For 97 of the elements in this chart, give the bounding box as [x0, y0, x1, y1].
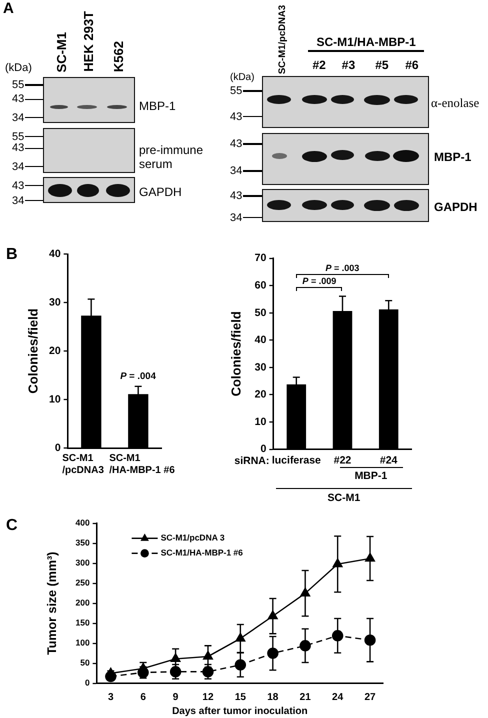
point — [268, 610, 278, 620]
text: α-enolase — [431, 96, 480, 110]
y-tick-label: 10 — [254, 416, 266, 428]
text: 43 — [230, 190, 242, 202]
text: MBP-1 — [354, 470, 388, 482]
x-tick-label: 15 — [234, 692, 246, 704]
point — [203, 650, 213, 660]
point — [364, 634, 376, 646]
y-tick-label: 300 — [76, 558, 90, 568]
x-tick-label: 9 — [172, 692, 179, 704]
text: #5 — [375, 58, 389, 72]
point — [235, 632, 246, 642]
point — [365, 552, 376, 562]
y-tick-label: 50 — [254, 306, 266, 319]
x-tick-label: 12 — [202, 692, 214, 704]
annotation: P = .009 — [302, 276, 336, 286]
text: 55 — [230, 85, 242, 97]
y-tick-label: 30 — [254, 361, 266, 374]
annotation: P = .004 — [120, 371, 156, 382]
y-tick-label: 10 — [49, 393, 61, 406]
text: 43 — [230, 138, 242, 150]
x-tick-label: 18 — [267, 692, 279, 704]
y-tick-label: 0 — [260, 443, 266, 456]
y-tick-label: 20 — [49, 344, 61, 357]
text: #6 — [405, 58, 419, 72]
y-tick-label: 20 — [254, 388, 266, 401]
text: SC-M1 — [54, 32, 70, 72]
text: 34 — [12, 112, 24, 124]
text: SC-M1/HA-MBP-1 — [316, 34, 416, 49]
legend-label: SC-M1/HA-MBP-1 #6 — [160, 548, 244, 558]
point — [234, 659, 246, 671]
text: C — [6, 517, 18, 535]
y-tick-label: 40 — [254, 334, 266, 346]
text: 43 — [12, 142, 24, 154]
text: B — [6, 246, 18, 264]
text: 55 — [12, 79, 24, 91]
x-tick-label: 27 — [364, 692, 376, 704]
x-axis-title: Days after tumor inoculation — [172, 706, 308, 717]
x-tick-label: #22 — [334, 454, 352, 466]
legend-label: SC-M1/pcDNA 3 — [160, 532, 225, 543]
y-axis-title: Colonies/field — [228, 311, 244, 396]
point — [170, 653, 181, 662]
text: 34 — [12, 160, 24, 172]
text: SC-M1/pcDNA3 — [277, 5, 288, 74]
text: GAPDH — [139, 185, 182, 199]
text: K562 — [110, 41, 126, 72]
text: HEK 293T — [80, 11, 96, 72]
y-axis-title: Tumor size (mm³) — [44, 552, 59, 655]
text: GAPDH — [434, 200, 478, 214]
point — [202, 666, 214, 678]
text: #2 — [312, 58, 326, 72]
point — [300, 588, 310, 596]
y-tick-label: 200 — [76, 598, 90, 608]
text: 43 — [12, 93, 24, 106]
y-tick-label: 70 — [254, 252, 266, 264]
x-tick-label: SC-M1 /HA-MBP-1 #6 — [109, 452, 176, 476]
annotation: P = .003 — [326, 262, 360, 273]
text: SC-M1 — [328, 492, 360, 504]
point — [300, 640, 311, 652]
point — [267, 648, 278, 659]
x-tick-label: SC-M1 /pcDNA3 — [62, 452, 104, 476]
x-tick-label: 3 — [108, 692, 114, 704]
text: #3 — [342, 58, 356, 72]
text: siRNA: — [234, 455, 270, 468]
y-tick-label: 250 — [76, 578, 90, 588]
y-tick-label: 400 — [76, 518, 90, 528]
point — [138, 662, 148, 672]
x-tick-label: luciferase — [272, 454, 322, 466]
text: MBP-1 — [139, 99, 176, 113]
text: 43 — [12, 180, 24, 192]
x-tick-label: 24 — [332, 692, 344, 704]
text: (kDa) — [5, 62, 32, 74]
text: pre-immune serum — [139, 143, 204, 171]
text: 34 — [230, 165, 242, 177]
text: 43 — [230, 110, 242, 122]
y-tick-label: 30 — [49, 296, 61, 308]
x-tick-label: 21 — [300, 692, 312, 704]
y-tick-label: 0 — [84, 678, 90, 688]
y-tick-label: 100 — [76, 638, 90, 648]
point — [332, 630, 344, 642]
y-tick-label: 50 — [80, 658, 90, 668]
y-tick-label: 150 — [76, 618, 90, 628]
point — [170, 666, 182, 678]
y-tick-label: 40 — [49, 248, 61, 260]
y-tick-label: 0 — [54, 442, 61, 454]
text: 34 — [12, 194, 24, 206]
text: MBP-1 — [434, 150, 472, 164]
text: A — [3, 0, 14, 17]
x-tick-label: #24 — [380, 454, 398, 466]
text: (kDa) — [230, 72, 254, 82]
y-tick-label: 60 — [254, 279, 266, 292]
y-axis-title: Colonies/field — [25, 308, 40, 394]
y-tick-label: 350 — [76, 538, 90, 548]
point — [332, 558, 343, 568]
text: 55 — [12, 130, 24, 143]
x-tick-label: 6 — [140, 692, 146, 704]
text: 34 — [230, 212, 242, 224]
